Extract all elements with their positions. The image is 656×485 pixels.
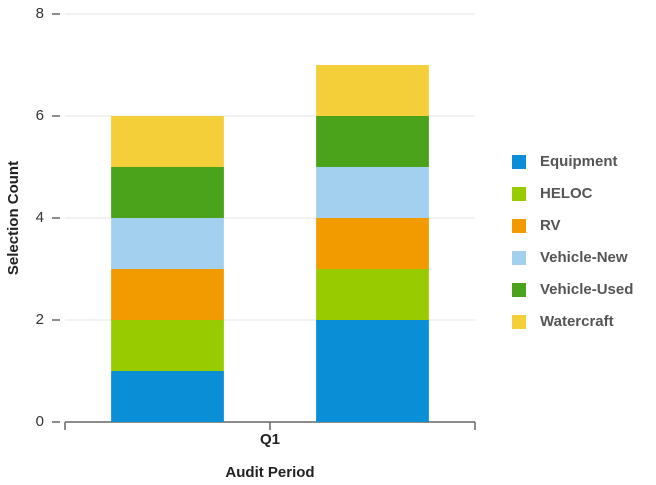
y-tick-label: 6: [36, 107, 44, 124]
legend-label: HELOC: [540, 185, 593, 202]
bar-segment: [111, 320, 224, 371]
legend-swatch: [512, 315, 526, 329]
bar-segment: [316, 269, 429, 320]
y-tick-label: 2: [36, 311, 44, 328]
legend-swatch: [512, 283, 526, 297]
bar-segment: [111, 218, 224, 269]
legend-label: RV: [540, 217, 561, 234]
legend-swatch: [512, 155, 526, 169]
x-axis-label: Audit Period: [225, 464, 314, 481]
legend-swatch: [512, 251, 526, 265]
y-tick-label: 0: [36, 413, 44, 430]
bar-segment: [111, 116, 224, 167]
legend-label: Equipment: [540, 153, 618, 170]
y-axis-label: Selection Count: [5, 161, 22, 275]
bar-segment: [316, 116, 429, 167]
bar-segment: [111, 269, 224, 320]
bar-segment: [316, 320, 429, 422]
legend-swatch: [512, 219, 526, 233]
bar-segment: [316, 218, 429, 269]
bar-segment: [316, 167, 429, 218]
bar-segment: [111, 371, 224, 422]
x-group-label: Q1: [260, 431, 280, 448]
legend-label: Vehicle-Used: [540, 281, 633, 298]
legend-swatch: [512, 187, 526, 201]
y-tick-label: 8: [36, 5, 44, 22]
y-tick-label: 4: [36, 209, 44, 226]
legend-label: Watercraft: [540, 313, 614, 330]
bar-segment: [316, 65, 429, 116]
bar-segment: [111, 167, 224, 218]
legend-label: Vehicle-New: [540, 249, 628, 266]
